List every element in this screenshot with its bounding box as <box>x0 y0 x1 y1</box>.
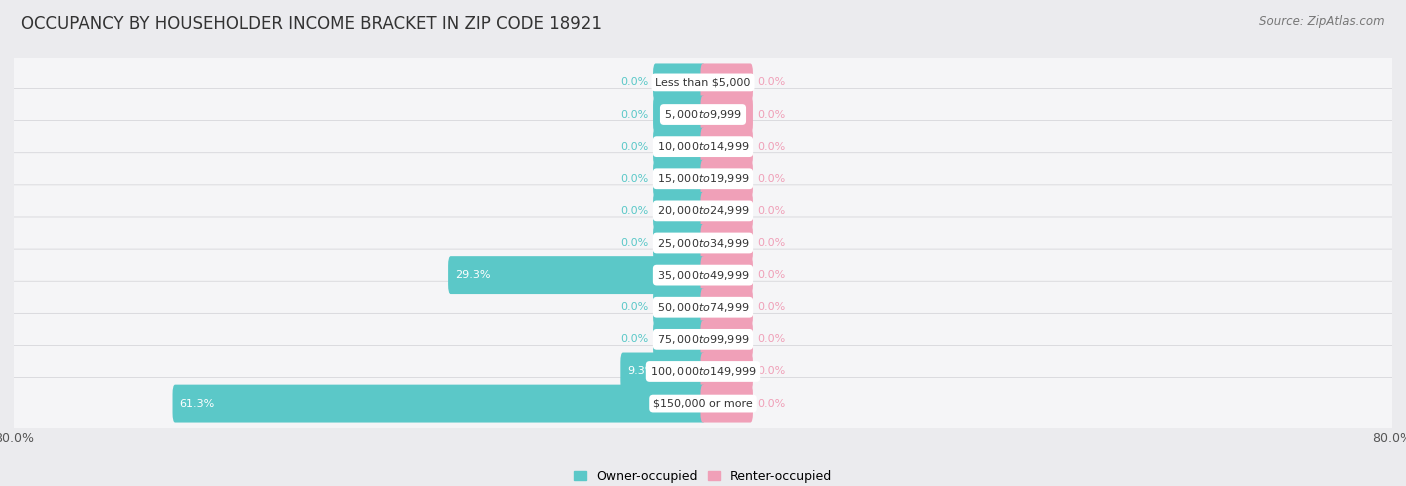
FancyBboxPatch shape <box>652 320 706 358</box>
Text: 0.0%: 0.0% <box>758 206 786 216</box>
Text: Source: ZipAtlas.com: Source: ZipAtlas.com <box>1260 15 1385 28</box>
FancyBboxPatch shape <box>1 185 1405 237</box>
Text: $15,000 to $19,999: $15,000 to $19,999 <box>657 172 749 185</box>
FancyBboxPatch shape <box>652 64 706 102</box>
Text: 0.0%: 0.0% <box>620 302 648 312</box>
FancyBboxPatch shape <box>1 346 1405 398</box>
FancyBboxPatch shape <box>1 313 1405 365</box>
Text: Less than $5,000: Less than $5,000 <box>655 77 751 87</box>
FancyBboxPatch shape <box>652 160 706 198</box>
FancyBboxPatch shape <box>1 88 1405 140</box>
Text: 0.0%: 0.0% <box>758 141 786 152</box>
FancyBboxPatch shape <box>652 96 706 134</box>
Text: $50,000 to $74,999: $50,000 to $74,999 <box>657 301 749 314</box>
FancyBboxPatch shape <box>700 288 754 326</box>
Text: 0.0%: 0.0% <box>620 141 648 152</box>
Text: 0.0%: 0.0% <box>758 270 786 280</box>
FancyBboxPatch shape <box>1 249 1405 301</box>
Text: 0.0%: 0.0% <box>758 399 786 409</box>
Text: 0.0%: 0.0% <box>758 334 786 345</box>
Text: 0.0%: 0.0% <box>758 174 786 184</box>
FancyBboxPatch shape <box>1 153 1405 205</box>
Text: 0.0%: 0.0% <box>758 77 786 87</box>
FancyBboxPatch shape <box>1 281 1405 333</box>
Text: OCCUPANCY BY HOUSEHOLDER INCOME BRACKET IN ZIP CODE 18921: OCCUPANCY BY HOUSEHOLDER INCOME BRACKET … <box>21 15 602 33</box>
FancyBboxPatch shape <box>1 217 1405 269</box>
FancyBboxPatch shape <box>652 224 706 262</box>
FancyBboxPatch shape <box>700 96 754 134</box>
FancyBboxPatch shape <box>620 352 706 390</box>
Text: 0.0%: 0.0% <box>758 238 786 248</box>
FancyBboxPatch shape <box>652 128 706 166</box>
FancyBboxPatch shape <box>700 256 754 294</box>
FancyBboxPatch shape <box>449 256 706 294</box>
FancyBboxPatch shape <box>1 121 1405 173</box>
Text: 0.0%: 0.0% <box>758 302 786 312</box>
Text: 61.3%: 61.3% <box>180 399 215 409</box>
Text: 0.0%: 0.0% <box>758 109 786 120</box>
Text: $35,000 to $49,999: $35,000 to $49,999 <box>657 269 749 281</box>
Text: 9.3%: 9.3% <box>627 366 655 377</box>
Text: 0.0%: 0.0% <box>620 174 648 184</box>
FancyBboxPatch shape <box>173 384 706 422</box>
Text: 0.0%: 0.0% <box>620 206 648 216</box>
FancyBboxPatch shape <box>700 384 754 422</box>
FancyBboxPatch shape <box>652 192 706 230</box>
FancyBboxPatch shape <box>652 288 706 326</box>
FancyBboxPatch shape <box>700 64 754 102</box>
FancyBboxPatch shape <box>700 352 754 390</box>
Text: $75,000 to $99,999: $75,000 to $99,999 <box>657 333 749 346</box>
Text: $100,000 to $149,999: $100,000 to $149,999 <box>650 365 756 378</box>
FancyBboxPatch shape <box>700 320 754 358</box>
FancyBboxPatch shape <box>1 378 1405 430</box>
FancyBboxPatch shape <box>1 56 1405 108</box>
Text: $20,000 to $24,999: $20,000 to $24,999 <box>657 205 749 217</box>
Text: $150,000 or more: $150,000 or more <box>654 399 752 409</box>
Text: $10,000 to $14,999: $10,000 to $14,999 <box>657 140 749 153</box>
Text: 0.0%: 0.0% <box>620 334 648 345</box>
Legend: Owner-occupied, Renter-occupied: Owner-occupied, Renter-occupied <box>568 465 838 486</box>
FancyBboxPatch shape <box>700 224 754 262</box>
FancyBboxPatch shape <box>700 192 754 230</box>
FancyBboxPatch shape <box>700 128 754 166</box>
Text: 0.0%: 0.0% <box>620 109 648 120</box>
Text: $5,000 to $9,999: $5,000 to $9,999 <box>664 108 742 121</box>
FancyBboxPatch shape <box>700 160 754 198</box>
Text: $25,000 to $34,999: $25,000 to $34,999 <box>657 237 749 249</box>
Text: 0.0%: 0.0% <box>758 366 786 377</box>
Text: 29.3%: 29.3% <box>456 270 491 280</box>
Text: 0.0%: 0.0% <box>620 238 648 248</box>
Text: 0.0%: 0.0% <box>620 77 648 87</box>
